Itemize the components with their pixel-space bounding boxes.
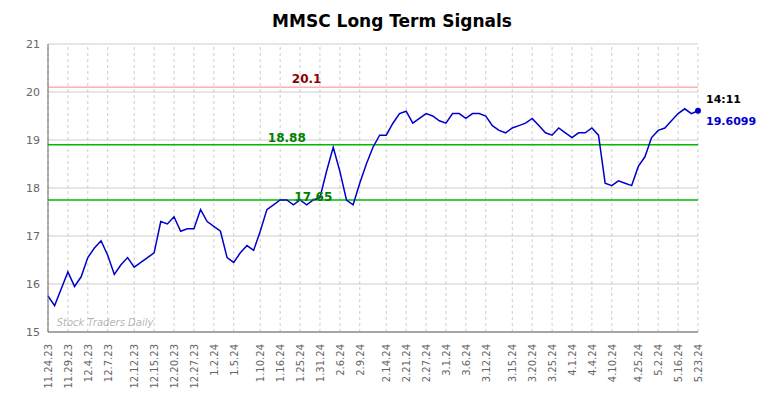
svg-text:11.24.23: 11.24.23 [43,344,54,389]
svg-text:2.21.24: 2.21.24 [401,344,412,382]
svg-text:11.29.23: 11.29.23 [63,344,74,389]
svg-text:4.4.24: 4.4.24 [587,344,598,376]
svg-text:17: 17 [26,230,40,243]
svg-text:21: 21 [26,38,40,51]
svg-text:Stock Traders Daily: Stock Traders Daily [57,317,155,328]
svg-text:12.7.23: 12.7.23 [103,344,114,382]
svg-text:3.15.24: 3.15.24 [507,344,518,382]
svg-text:12.15.23: 12.15.23 [149,344,160,389]
svg-text:3.12.24: 3.12.24 [481,344,492,382]
svg-text:3.20.24: 3.20.24 [527,344,538,382]
svg-text:2.27.24: 2.27.24 [421,344,432,382]
svg-text:16: 16 [26,278,40,291]
svg-text:4.10.24: 4.10.24 [607,344,618,382]
svg-text:3.1.24: 3.1.24 [441,344,452,376]
svg-text:20.1: 20.1 [292,72,322,86]
svg-text:12.20.23: 12.20.23 [169,344,180,389]
svg-text:4.1.24: 4.1.24 [567,344,578,376]
svg-text:12.12.23: 12.12.23 [129,344,140,389]
svg-text:1.25.24: 1.25.24 [295,344,306,382]
svg-text:4.25.24: 4.25.24 [633,344,644,382]
svg-text:19: 19 [26,134,40,147]
svg-text:20: 20 [26,86,40,99]
svg-text:3.6.24: 3.6.24 [461,344,472,376]
svg-text:19.6099: 19.6099 [706,115,756,128]
svg-text:2.6.24: 2.6.24 [335,344,346,376]
svg-text:5.16.24: 5.16.24 [673,344,684,382]
svg-text:1.2.24: 1.2.24 [209,344,220,376]
svg-text:12.27.23: 12.27.23 [189,344,200,389]
svg-text:14:11: 14:11 [706,93,741,106]
svg-text:18: 18 [26,182,40,195]
svg-text:1.5.24: 1.5.24 [229,344,240,376]
svg-text:5.23.24: 5.23.24 [693,344,704,382]
svg-text:2.14.24: 2.14.24 [381,344,392,382]
svg-text:1.10.24: 1.10.24 [255,344,266,382]
svg-text:2.9.24: 2.9.24 [355,344,366,376]
svg-text:17.65: 17.65 [294,190,332,204]
svg-text:15: 15 [26,326,40,339]
html-text:MMSC Long Term Signals: MMSC Long Term Signals [272,11,512,31]
svg-text:1.31.24: 1.31.24 [315,344,326,382]
svg-text:1.16.24: 1.16.24 [275,344,286,382]
svg-text:3.25.24: 3.25.24 [547,344,558,382]
svg-text:18.88: 18.88 [268,131,306,145]
svg-text:12.4.23: 12.4.23 [83,344,94,382]
svg-text:5.2.24: 5.2.24 [653,344,664,376]
